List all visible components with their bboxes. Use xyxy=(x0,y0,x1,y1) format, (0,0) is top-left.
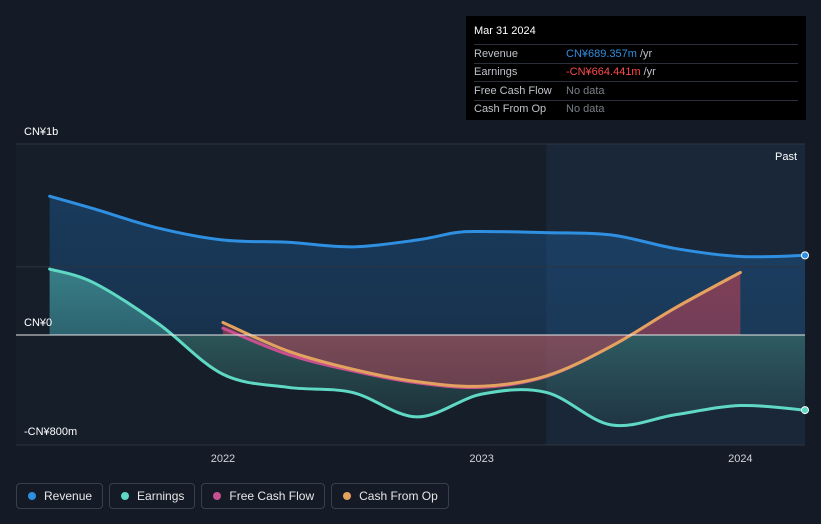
legend-label: Free Cash Flow xyxy=(229,489,315,503)
x-tick-label: 2024 xyxy=(728,453,752,465)
tooltip-row-earnings: Earnings -CN¥664.441m /yr xyxy=(474,62,798,82)
legend-label: Revenue xyxy=(44,489,93,503)
chart-legend: Revenue Earnings Free Cash Flow Cash Fro… xyxy=(16,483,449,509)
earnings-line xyxy=(48,267,807,428)
legend-label: Earnings xyxy=(137,489,185,503)
x-tick-label: 2022 xyxy=(211,453,235,465)
tooltip-label: Free Cash Flow xyxy=(474,84,552,97)
data-tooltip: Mar 31 2024 Revenue CN¥689.357m /yr Earn… xyxy=(466,16,806,120)
tooltip-value: No data xyxy=(566,84,605,97)
y-label-top: CN¥1b xyxy=(24,126,59,138)
legend-item-cash-from-op[interactable]: Cash From Op xyxy=(331,483,449,509)
tooltip-row-revenue: Revenue CN¥689.357m /yr xyxy=(474,44,798,63)
y-label-zero: CN¥0 xyxy=(24,317,53,329)
legend-item-revenue[interactable]: Revenue xyxy=(16,483,104,509)
earnings-end-point xyxy=(801,406,809,415)
tooltip-date: Mar 31 2024 xyxy=(474,25,536,37)
tooltip-unit: /yr xyxy=(639,47,653,60)
cash-from-op-area xyxy=(222,272,741,387)
tooltip-value: No data xyxy=(566,103,605,116)
free-cash-flow-dot-icon xyxy=(213,492,222,500)
tooltip-label: Earnings xyxy=(474,66,518,79)
legend-item-earnings[interactable]: Earnings xyxy=(109,483,196,509)
x-tick-label: 2023 xyxy=(469,453,493,465)
revenue-area xyxy=(49,196,805,335)
tooltip-value: -CN¥664.441m xyxy=(566,66,641,79)
tooltip-label: Revenue xyxy=(474,47,519,60)
tooltip-row-cash-from-op: Cash From Op No data xyxy=(474,99,798,119)
revenue-line xyxy=(48,194,807,259)
past-label: Past xyxy=(775,151,797,163)
revenue-end-point xyxy=(801,251,809,260)
tooltip-unit: /yr xyxy=(643,66,656,79)
earnings-dot-icon xyxy=(121,492,130,500)
cash-from-op-dot-icon xyxy=(343,492,352,500)
cash-from-op-line xyxy=(221,270,742,388)
legend-label: Cash From Op xyxy=(359,489,438,503)
tooltip-row-free-cash-flow: Free Cash Flow No data xyxy=(474,81,798,100)
tooltip-value: CN¥689.357m xyxy=(566,47,637,60)
tooltip-label: Cash From Op xyxy=(474,103,547,116)
revenue-dot-icon xyxy=(28,492,36,500)
y-label-bottom: -CN¥800m xyxy=(24,426,78,438)
legend-item-free-cash-flow[interactable]: Free Cash Flow xyxy=(201,483,326,509)
